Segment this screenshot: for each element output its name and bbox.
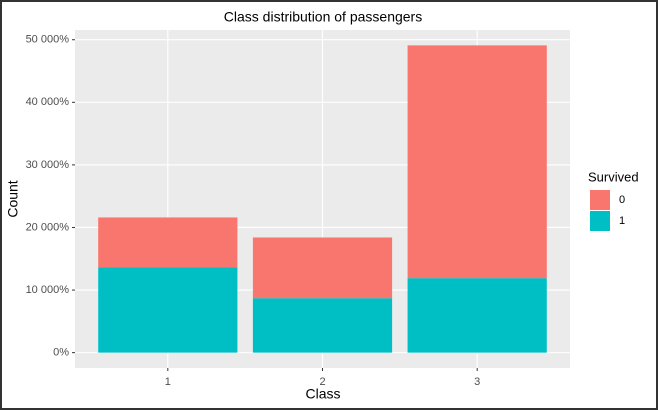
bar-segment [407, 45, 547, 279]
legend-label: 1 [619, 215, 625, 227]
bar-segment [98, 217, 238, 268]
legend-key [590, 211, 610, 231]
x-tick-label: 3 [474, 376, 480, 388]
y-tick-label: 0% [53, 347, 69, 359]
y-tick-label: 40 000% [26, 96, 70, 108]
y-tick-label: 10 000% [26, 284, 70, 296]
legend-label: 0 [619, 194, 625, 206]
bar-segment [98, 267, 238, 353]
bar-segment [252, 298, 393, 353]
legend-key [590, 190, 610, 210]
y-tick-label: 50 000% [26, 34, 70, 46]
legend-title: Survived [588, 169, 639, 184]
bar-segment [252, 237, 393, 299]
bar-segment [407, 278, 547, 353]
y-tick-label: 30 000% [26, 159, 70, 171]
chart-title: Class distribution of passengers [224, 9, 422, 25]
x-tick-label: 2 [319, 376, 325, 388]
y-axis-label: Count [5, 180, 21, 217]
x-tick-label: 1 [165, 376, 171, 388]
x-axis-label: Class [305, 386, 340, 402]
y-tick-label: 20 000% [26, 221, 70, 233]
